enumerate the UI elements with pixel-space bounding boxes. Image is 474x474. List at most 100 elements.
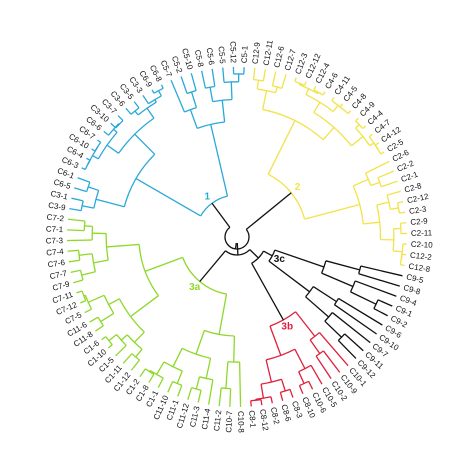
branch-segment xyxy=(195,376,201,390)
branch-segment xyxy=(322,350,341,373)
branch-segment xyxy=(281,74,287,89)
branch-segment xyxy=(67,229,85,232)
branch-segment xyxy=(295,311,316,337)
branch-segment xyxy=(289,389,294,398)
branch-segment xyxy=(218,387,222,407)
branch-segment xyxy=(133,331,145,343)
branch-arc xyxy=(108,123,120,136)
branch-segment xyxy=(294,77,297,82)
branch-segment xyxy=(262,69,266,82)
root-branch xyxy=(249,249,259,259)
branch-segment xyxy=(393,250,403,253)
branch-segment xyxy=(369,142,375,147)
branch-segment xyxy=(322,127,335,141)
branch-segment xyxy=(322,91,326,96)
branch-segment xyxy=(260,384,265,399)
root-branch xyxy=(211,202,231,228)
branch-segment xyxy=(313,102,321,113)
branch-segment xyxy=(400,222,407,224)
branch-segment xyxy=(334,304,377,335)
branch-segment xyxy=(221,100,226,123)
branch-segment xyxy=(397,201,404,204)
branch-arc xyxy=(145,368,155,375)
branch-segment xyxy=(135,348,143,358)
branch-arc xyxy=(115,120,124,129)
branch-arc xyxy=(355,120,364,129)
branch-segment xyxy=(80,299,86,304)
root-arc xyxy=(225,249,251,256)
branch-segment xyxy=(218,293,228,335)
branch-segment xyxy=(106,144,119,154)
branch-segment xyxy=(77,177,91,183)
root-branch xyxy=(263,250,273,257)
branch-segment xyxy=(146,107,155,119)
branch-segment xyxy=(87,186,99,192)
branch-arc xyxy=(126,334,143,350)
branch-arc xyxy=(294,80,305,86)
branch-arc xyxy=(91,253,96,272)
cluster-label-green: 3a xyxy=(189,282,201,293)
branch-arc xyxy=(97,131,118,160)
branch-segment xyxy=(374,142,379,146)
branch-arc xyxy=(386,194,392,210)
leaf-label: C2-9 xyxy=(410,216,429,226)
branch-segment xyxy=(142,95,149,105)
branch-segment xyxy=(209,87,214,102)
branch-segment xyxy=(91,148,96,152)
branch-segment xyxy=(376,201,390,206)
branch-segment xyxy=(71,197,84,202)
branch-arc xyxy=(321,260,327,274)
branch-segment xyxy=(332,104,339,112)
branch-segment xyxy=(67,239,93,242)
branch-arc xyxy=(265,348,296,361)
branch-segment xyxy=(358,273,400,287)
branch-segment xyxy=(312,286,337,303)
leaf-label: C2-12 xyxy=(406,192,430,205)
branch-segment xyxy=(368,133,373,138)
branch-segment xyxy=(373,307,388,317)
branch-segment xyxy=(190,73,197,91)
branch-segment xyxy=(269,325,282,356)
leaf-label: C10-7 xyxy=(224,410,234,433)
branch-segment xyxy=(120,334,128,341)
leaf-label: C9-5 xyxy=(405,272,424,285)
branch-segment xyxy=(210,124,229,197)
branch-segment xyxy=(67,249,79,252)
branch-arc xyxy=(331,100,345,111)
branch-segment xyxy=(69,208,82,212)
branch-arc xyxy=(223,81,239,84)
branch-arc xyxy=(392,228,395,251)
leaf-label: C12-2 xyxy=(410,251,433,262)
branch-segment xyxy=(360,265,403,277)
branch-segment xyxy=(157,377,164,388)
branch-segment xyxy=(377,299,393,307)
branch-segment xyxy=(81,205,95,209)
branch-segment xyxy=(303,81,307,86)
branch-segment xyxy=(238,362,242,407)
branch-segment xyxy=(211,68,216,87)
branch-segment xyxy=(268,260,311,293)
root-branch xyxy=(251,262,284,321)
branch-segment xyxy=(172,347,183,368)
branch-segment xyxy=(176,370,183,384)
branch-segment xyxy=(337,340,357,359)
branch-segment xyxy=(160,84,164,89)
branch-arc xyxy=(337,333,346,341)
branch-arc xyxy=(172,380,183,386)
branch-segment xyxy=(305,296,330,318)
leaf-label: C8-12 xyxy=(258,408,270,431)
branch-arc xyxy=(181,347,211,359)
branch-segment xyxy=(344,333,364,352)
branch-segment xyxy=(106,243,140,248)
branch-segment xyxy=(97,139,102,143)
leaf-label: C8-1 xyxy=(247,410,257,429)
branch-segment xyxy=(370,181,380,187)
branch-segment xyxy=(256,80,260,90)
branch-segment xyxy=(86,157,91,161)
branch-segment xyxy=(208,379,214,405)
leaf-label: C7-2 xyxy=(46,213,65,224)
branch-arc xyxy=(269,311,297,327)
branch-segment xyxy=(108,298,120,306)
branch-segment xyxy=(70,269,81,273)
branch-segment xyxy=(195,330,205,355)
